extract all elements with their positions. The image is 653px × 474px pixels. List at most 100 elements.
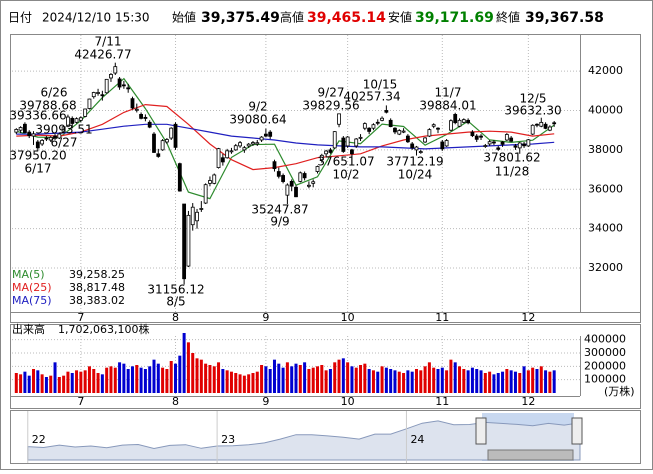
high-label: 高値 <box>280 10 304 25</box>
candle-body <box>522 143 526 147</box>
candle-body <box>246 143 251 147</box>
candle-body <box>225 150 230 159</box>
y-tick-label: 300000 <box>584 346 626 359</box>
annotation: 11/7 <box>435 86 462 100</box>
candle-body <box>121 84 126 87</box>
candle-body <box>457 119 462 127</box>
candle-body <box>208 180 212 184</box>
candle-body <box>130 98 135 109</box>
candle-body <box>509 137 514 142</box>
volume-bar <box>423 366 427 393</box>
volume-bar <box>303 362 307 393</box>
x-tick-label: 22 <box>32 433 46 446</box>
volume-bar <box>182 333 186 393</box>
volume-bar <box>264 366 268 393</box>
volume-bar <box>380 366 384 393</box>
candle-body <box>418 151 423 153</box>
candle-body <box>165 139 169 143</box>
volume-panel <box>10 324 641 409</box>
candle-body <box>173 123 178 148</box>
volume-bar <box>178 355 182 393</box>
volume-bar <box>62 375 66 393</box>
candle-body <box>100 94 105 97</box>
candle-body <box>83 108 88 117</box>
candle-body <box>328 149 333 153</box>
volume-bar <box>436 369 440 393</box>
candle-body <box>87 98 92 109</box>
candle-body <box>263 133 268 137</box>
volume-bar <box>225 370 229 393</box>
volume-bar <box>453 362 457 393</box>
annotation: 12/5 <box>520 92 547 106</box>
volume-bar <box>70 373 74 393</box>
candle-body <box>487 141 492 145</box>
volume-bar <box>195 358 199 393</box>
volume-bar <box>156 363 160 393</box>
candle-body <box>109 74 113 79</box>
annotation: 39632.30 <box>504 104 561 118</box>
candle-body <box>345 136 350 147</box>
candle-body <box>216 148 221 168</box>
volume-bar <box>118 362 122 393</box>
candle-body <box>23 123 27 134</box>
annotation: 40257.34 <box>343 90 400 104</box>
volume-bar <box>92 369 96 393</box>
candle-body <box>388 119 393 128</box>
volume-bar <box>419 370 423 393</box>
volume-bar <box>316 366 320 393</box>
annotation: 42426.77 <box>74 48 131 62</box>
volume-bar <box>143 369 147 393</box>
candle-body <box>423 137 427 143</box>
candle-body <box>479 135 483 138</box>
volume-bar <box>212 366 216 393</box>
candle-body <box>414 146 419 151</box>
volume-bar <box>505 369 509 393</box>
volume-bar <box>531 367 535 393</box>
volume-bar <box>217 362 221 393</box>
volume-bar <box>255 371 259 393</box>
legend-value: 39,258.25 <box>69 268 125 281</box>
range-handle <box>475 417 487 445</box>
candle-body <box>552 122 557 125</box>
candle-body <box>350 149 354 155</box>
candle-body <box>315 166 320 172</box>
candle-body <box>53 135 57 139</box>
volume-bar <box>32 369 36 393</box>
y-tick-label: 42000 <box>588 64 623 77</box>
volume-bar <box>337 359 341 393</box>
volume-bar <box>354 367 358 393</box>
annotation: 7/11 <box>95 35 122 49</box>
y-tick-label: 200000 <box>584 359 626 372</box>
volume-bar <box>191 353 195 393</box>
candle-body <box>307 184 311 187</box>
volume-bar <box>367 369 371 393</box>
annotation: 35247.87 <box>251 203 308 217</box>
candle-body <box>169 127 174 139</box>
volume-bar <box>27 375 31 393</box>
volume-bar <box>122 363 126 393</box>
volume-bar <box>152 359 156 393</box>
volume-bar <box>432 367 436 393</box>
candle-body <box>96 92 100 94</box>
volume-bar <box>229 371 233 393</box>
y-tick-label: 36000 <box>588 182 623 195</box>
volume-bar <box>552 370 556 393</box>
volume-bar <box>470 367 474 393</box>
candle-body <box>186 214 191 267</box>
x-tick-label: 11 <box>435 395 449 408</box>
candle-body <box>242 147 247 151</box>
scrollbar <box>487 449 574 461</box>
volume-bar <box>406 370 410 393</box>
candle-body <box>160 140 165 151</box>
candle-body <box>375 121 380 124</box>
volume-bar <box>307 369 311 393</box>
candle-body <box>113 66 118 74</box>
annotation: 39080.64 <box>229 113 286 127</box>
candle-body <box>547 126 552 131</box>
volume-bar <box>492 374 496 393</box>
volume-bar <box>518 373 522 393</box>
volume-bar <box>294 363 298 393</box>
candle-body <box>298 172 303 182</box>
annotation: 37801.62 <box>483 151 540 165</box>
volume-bar <box>544 370 548 393</box>
